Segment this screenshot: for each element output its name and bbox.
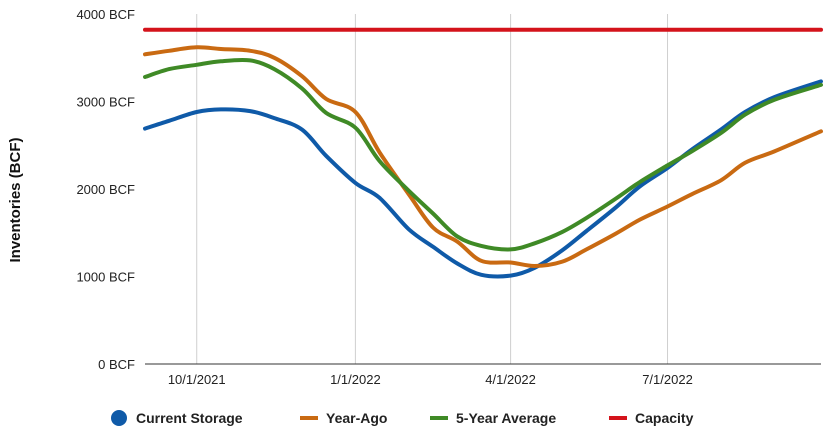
series-line-year-ago — [143, 45, 823, 269]
y-tick-label: 3000 BCF — [76, 95, 135, 110]
y-tick-label: 4000 BCF — [76, 7, 135, 22]
legend: Current Storage Year-Ago 5-Year Average Cap… — [111, 410, 694, 426]
y-tick-label: 1000 BCF — [76, 270, 135, 285]
y-axis-ticks: 0 BCF 1000 BCF 2000 BCF 3000 BCF 4000 BCF — [76, 7, 135, 372]
legend-marker-current-storage — [111, 410, 127, 426]
x-axis-ticks: 10/1/2021 1/1/2022 4/1/2022 7/1/2022 — [168, 372, 693, 387]
y-tick-label: 0 BCF — [98, 357, 135, 372]
legend-label-year-ago: Year-Ago — [326, 410, 387, 426]
vertical-gridlines — [145, 14, 821, 365]
legend-label-5-year-average: 5-Year Average — [456, 410, 556, 426]
x-tick-label: 10/1/2021 — [168, 372, 226, 387]
series-lines — [143, 27, 823, 279]
series-line-5-year-average — [143, 57, 823, 252]
legend-label-current-storage: Current Storage — [136, 410, 243, 426]
x-tick-label: 1/1/2022 — [330, 372, 381, 387]
y-tick-label: 2000 BCF — [76, 182, 135, 197]
legend-label-capacity: Capacity — [635, 410, 694, 426]
x-tick-label: 4/1/2022 — [485, 372, 536, 387]
y-axis-title: Inventories (BCF) — [7, 137, 24, 262]
x-tick-label: 7/1/2022 — [642, 372, 693, 387]
